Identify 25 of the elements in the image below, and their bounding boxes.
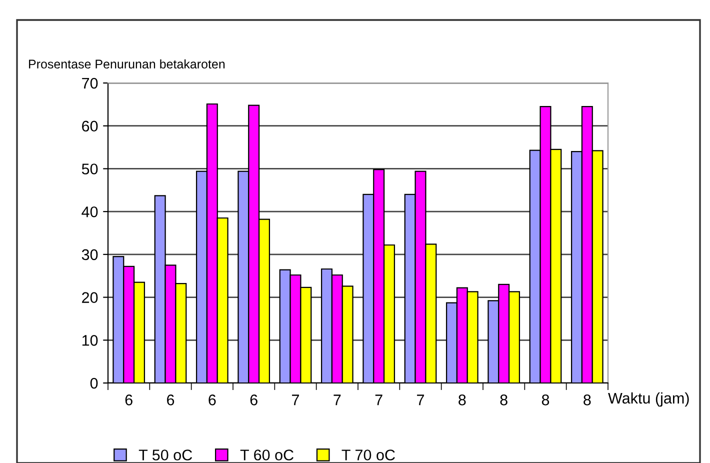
x-tick-label: 8 [584, 394, 591, 406]
x-tick-label: 6 [167, 394, 174, 406]
x-tick-label: 8 [458, 394, 466, 406]
y-tick-label: 10 [82, 335, 98, 346]
legend-label: T 60 oC [240, 450, 294, 460]
y-tick-label: 20 [82, 292, 98, 303]
y-axis-title: Prosentase Penurunan betakaroten [29, 59, 225, 69]
x-axis-title: Waktu (jam) [608, 392, 689, 407]
y-tick-label: 60 [82, 120, 98, 132]
x-tick-label: 6 [250, 394, 258, 406]
y-tick-label: 30 [82, 249, 98, 260]
y-tick-label: 50 [82, 164, 98, 174]
y-tick-label: 70 [82, 78, 98, 89]
x-tick-label: 7 [292, 394, 299, 406]
x-tick-label: 8 [500, 394, 508, 406]
legend-label: T 50 oC [138, 450, 192, 460]
y-tick-label: 40 [82, 206, 98, 218]
y-tick-label: 0 [90, 378, 98, 389]
x-tick-label: 6 [125, 394, 132, 406]
x-tick-label: 7 [417, 394, 424, 406]
x-tick-label: 7 [375, 394, 382, 406]
x-tick-label: 7 [334, 394, 341, 406]
x-tick-label: 8 [542, 394, 550, 406]
legend-label: T 70 oC [342, 450, 395, 460]
x-tick-label: 6 [208, 394, 216, 406]
